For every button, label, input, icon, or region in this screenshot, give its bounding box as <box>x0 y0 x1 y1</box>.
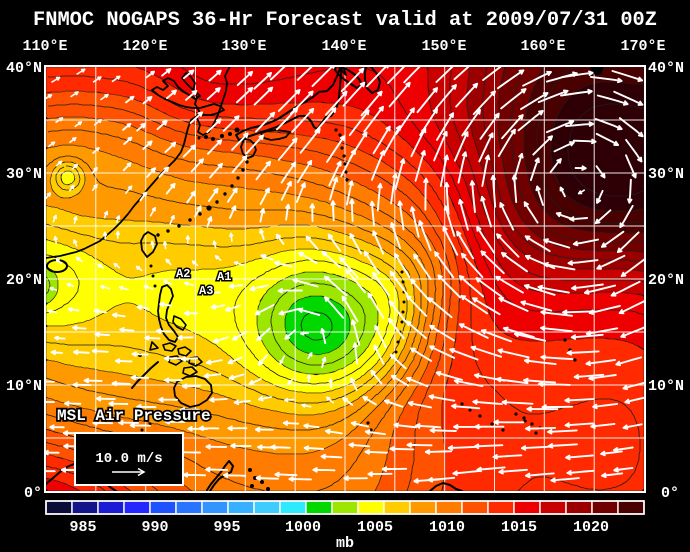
svg-text:A3: A3 <box>199 284 213 298</box>
svg-text:FNMOC NOGAPS 36-Hr Forecast va: FNMOC NOGAPS 36-Hr Forecast valid at 200… <box>33 9 657 32</box>
svg-text:1000: 1000 <box>285 519 321 536</box>
svg-text:0°: 0° <box>24 485 42 502</box>
svg-text:985: 985 <box>69 519 96 536</box>
svg-text:990: 990 <box>141 519 168 536</box>
svg-text:MSL Air Pressure: MSL Air Pressure <box>57 407 211 425</box>
svg-text:160°E: 160°E <box>520 38 565 55</box>
svg-text:20°N: 20°N <box>6 272 42 289</box>
svg-text:1005: 1005 <box>357 519 393 536</box>
svg-text:120°E: 120°E <box>122 38 167 55</box>
svg-text:130°E: 130°E <box>221 38 266 55</box>
svg-text:1020: 1020 <box>573 519 609 536</box>
svg-text:110°E: 110°E <box>22 38 67 55</box>
svg-text:1015: 1015 <box>501 519 537 536</box>
svg-text:30°N: 30°N <box>648 166 684 183</box>
svg-text:1010: 1010 <box>429 519 465 536</box>
svg-text:10°N: 10°N <box>648 378 684 395</box>
svg-text:A2: A2 <box>176 267 190 281</box>
svg-text:A1: A1 <box>217 270 231 284</box>
svg-text:0°: 0° <box>661 485 679 502</box>
svg-text:995: 995 <box>213 519 240 536</box>
svg-text:40°N: 40°N <box>648 60 684 77</box>
svg-text:140°E: 140°E <box>321 38 366 55</box>
svg-text:10.0 m/s: 10.0 m/s <box>95 451 162 467</box>
svg-text:30°N: 30°N <box>6 166 42 183</box>
svg-text:20°N: 20°N <box>648 272 684 289</box>
svg-text:150°E: 150°E <box>421 38 466 55</box>
svg-text:170°E: 170°E <box>620 38 665 55</box>
svg-text:10°N: 10°N <box>6 378 42 395</box>
svg-text:40°N: 40°N <box>6 60 42 77</box>
svg-text:mb: mb <box>336 535 354 552</box>
